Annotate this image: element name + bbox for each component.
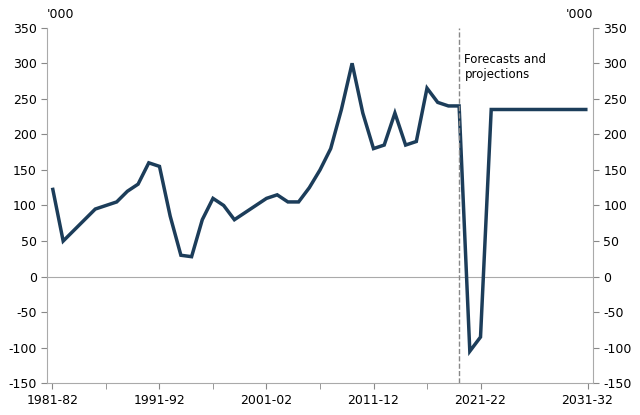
Text: Forecasts and
projections: Forecasts and projections — [465, 53, 547, 81]
Text: '000: '000 — [47, 7, 75, 21]
Text: '000: '000 — [565, 7, 593, 21]
